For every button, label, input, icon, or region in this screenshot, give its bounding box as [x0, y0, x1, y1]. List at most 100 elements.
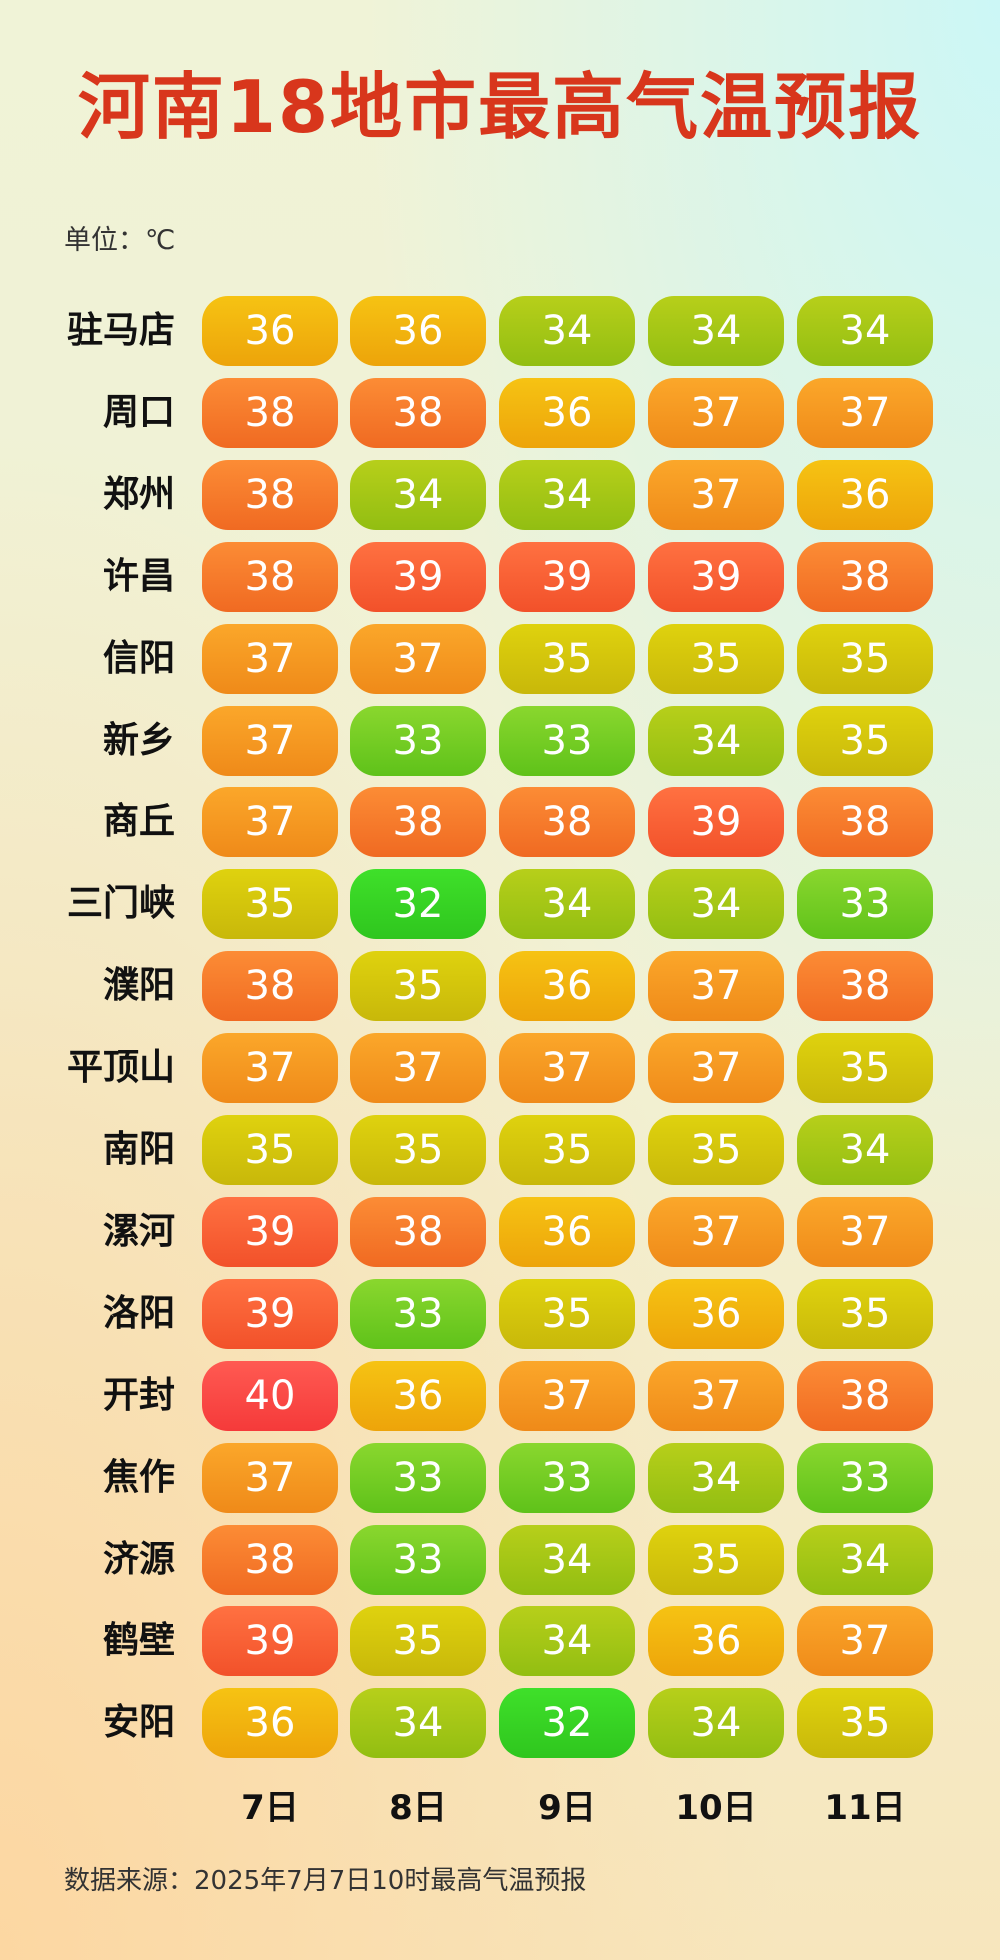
temperature-cell: 33 [797, 869, 933, 940]
temperature-cell: 34 [499, 1606, 635, 1677]
temperature-cell: 33 [350, 1278, 486, 1349]
temperature-cell: 32 [499, 1688, 635, 1759]
temperature-cell: 36 [499, 1196, 635, 1267]
temperature-cell: 37 [202, 1442, 338, 1513]
temperature-cell: 35 [499, 1115, 635, 1185]
temperature-cell: 36 [350, 296, 486, 366]
temperature-cell: 35 [648, 623, 784, 694]
temperature-cell: 38 [350, 787, 486, 858]
city-label: 南阳 [102, 1129, 175, 1170]
temperature-cell: 38 [797, 951, 933, 1022]
temperature-cell: 37 [648, 1033, 784, 1104]
temperature-cell: 34 [797, 296, 933, 366]
temperature-cell: 36 [499, 377, 635, 448]
day-label: 8日 [389, 1788, 447, 1829]
city-label: 平顶山 [66, 1047, 175, 1089]
temperature-cell: 37 [648, 459, 784, 530]
temperature-cell: 37 [648, 1360, 784, 1431]
temperature-cell: 37 [797, 377, 933, 448]
temperature-cell: 35 [797, 1278, 933, 1349]
city-label: 安阳 [102, 1702, 175, 1744]
temperature-cell: 38 [797, 541, 933, 612]
temperature-cell: 38 [202, 951, 338, 1022]
city-label: 开封 [102, 1374, 175, 1416]
city-label: 鹤壁 [102, 1620, 175, 1662]
temperature-cell: 38 [350, 1196, 486, 1267]
temperature-cell: 38 [499, 787, 635, 858]
temperature-cell: 35 [648, 1524, 784, 1595]
temperature-cell: 34 [499, 869, 635, 940]
city-label: 漯河 [102, 1210, 175, 1252]
day-label: 10日 [675, 1788, 757, 1829]
temperature-cell: 33 [499, 1442, 635, 1513]
temperature-cell: 39 [648, 541, 784, 612]
temperature-cell: 39 [202, 1606, 338, 1677]
temperature-cell: 35 [499, 1278, 635, 1349]
temperature-cell: 34 [648, 296, 784, 366]
temperature-cell: 34 [648, 1688, 784, 1759]
temperature-cell: 36 [797, 459, 933, 530]
temperature-cell: 37 [350, 1033, 486, 1104]
temperature-cell: 38 [202, 459, 338, 530]
city-label: 驻马店 [66, 310, 175, 351]
temperature-cell: 34 [499, 1524, 635, 1595]
temperature-cell: 37 [202, 787, 338, 858]
temperature-cell: 38 [202, 377, 338, 448]
day-label: 9日 [538, 1788, 596, 1829]
temperature-cell: 33 [797, 1442, 933, 1513]
temperature-cell: 39 [499, 541, 635, 612]
temperature-cell: 36 [648, 1278, 784, 1349]
temperature-cell: 39 [350, 541, 486, 612]
temperature-cell: 35 [350, 1606, 486, 1677]
city-label: 焦作 [102, 1456, 175, 1498]
day-label: 11日 [824, 1788, 906, 1829]
temperature-cell: 36 [202, 1688, 338, 1759]
temperature-cell: 35 [350, 951, 486, 1022]
unit-label: 单位：℃ [64, 225, 176, 256]
temperature-cell: 35 [797, 623, 933, 694]
temperature-cell: 39 [202, 1196, 338, 1267]
day-label: 7日 [241, 1788, 299, 1829]
temperature-cell: 37 [499, 1360, 635, 1431]
page-title: 河南18地市最高气温预报 [77, 65, 923, 149]
city-label: 济源 [102, 1538, 175, 1580]
temperature-cell: 37 [202, 705, 338, 776]
temperature-cell: 39 [648, 787, 784, 858]
city-label: 新乡 [102, 719, 175, 761]
city-label: 洛阳 [102, 1292, 175, 1334]
temperature-cell: 35 [797, 1033, 933, 1104]
temperature-cell: 37 [350, 623, 486, 694]
city-label: 郑州 [102, 473, 175, 515]
temperature-cell: 39 [202, 1278, 338, 1349]
temperature-cell: 33 [350, 705, 486, 776]
temperature-cell: 38 [202, 1524, 338, 1595]
temperature-cell: 37 [648, 951, 784, 1022]
temperature-cell: 38 [350, 377, 486, 448]
data-source-note: 数据来源：2025年7月7日10时最高气温预报 [64, 1866, 587, 1896]
temperature-cell: 34 [648, 869, 784, 940]
city-label: 信阳 [102, 637, 175, 679]
temperature-cell: 37 [648, 1196, 784, 1267]
temperature-cell: 38 [202, 541, 338, 612]
temperature-cell: 37 [202, 623, 338, 694]
temperature-cell: 40 [202, 1360, 338, 1431]
temperature-cell: 35 [202, 869, 338, 940]
temperature-cell: 34 [797, 1115, 933, 1185]
temperature-cell: 35 [350, 1115, 486, 1185]
temperature-cell: 38 [797, 787, 933, 858]
temperature-cell: 34 [350, 1688, 486, 1759]
temperature-cell: 35 [499, 623, 635, 694]
temperature-cell: 37 [797, 1196, 933, 1267]
temperature-cell: 34 [350, 459, 486, 530]
temperature-cell: 37 [499, 1033, 635, 1104]
city-label: 三门峡 [66, 883, 175, 925]
temperature-cell: 35 [648, 1115, 784, 1185]
temperature-cell: 33 [499, 705, 635, 776]
temperature-cell: 34 [648, 705, 784, 776]
city-label: 许昌 [102, 555, 175, 597]
temperature-cell: 36 [648, 1606, 784, 1677]
temperature-cell: 37 [797, 1606, 933, 1677]
temperature-cell: 33 [350, 1442, 486, 1513]
temperature-cell: 34 [648, 1442, 784, 1513]
